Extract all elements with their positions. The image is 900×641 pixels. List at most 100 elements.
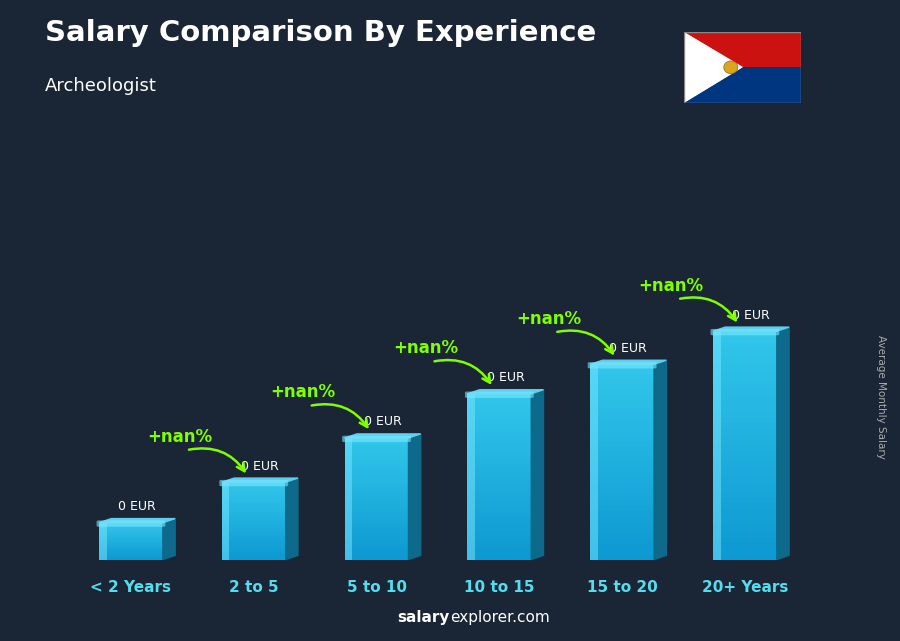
Bar [713, 399, 777, 405]
Bar [221, 524, 285, 527]
Text: Average Monthly Salary: Average Monthly Salary [877, 335, 886, 460]
Bar [590, 520, 654, 526]
Bar [590, 369, 654, 374]
Polygon shape [590, 360, 666, 364]
Text: +nan%: +nan% [270, 383, 336, 401]
Bar [713, 462, 777, 468]
Bar [345, 556, 409, 560]
Bar [590, 467, 654, 472]
Bar [221, 507, 285, 509]
Bar [345, 456, 409, 459]
Bar [221, 511, 285, 513]
Bar [467, 493, 531, 497]
Bar [713, 497, 777, 503]
Bar [221, 542, 285, 544]
FancyBboxPatch shape [465, 392, 534, 398]
Bar [221, 555, 285, 558]
Text: 0 EUR: 0 EUR [241, 460, 279, 472]
Bar [590, 496, 654, 501]
Bar [345, 501, 409, 505]
Bar [713, 417, 777, 422]
Text: +nan%: +nan% [393, 339, 458, 357]
Bar [467, 506, 531, 510]
Circle shape [724, 61, 738, 74]
Bar [467, 422, 531, 427]
Bar [345, 526, 409, 529]
Bar [99, 542, 163, 543]
Bar [345, 438, 352, 560]
Bar [713, 371, 777, 377]
Bar [713, 451, 777, 457]
Bar [590, 554, 654, 560]
Bar [99, 533, 163, 534]
Bar [467, 489, 531, 493]
Bar [713, 354, 777, 360]
Bar [99, 554, 163, 556]
Bar [467, 406, 531, 410]
Bar [99, 530, 163, 531]
Bar [345, 504, 409, 508]
Bar [221, 532, 285, 535]
Bar [590, 481, 654, 487]
Bar [345, 553, 409, 556]
Bar [467, 431, 531, 435]
Bar [467, 410, 531, 415]
Bar [221, 505, 285, 507]
Bar [590, 457, 654, 462]
Polygon shape [684, 32, 801, 67]
Bar [221, 528, 285, 531]
Bar [221, 490, 285, 492]
Bar [345, 529, 409, 532]
Bar [590, 418, 654, 423]
Bar [713, 542, 777, 548]
Bar [713, 485, 777, 491]
Bar [590, 364, 598, 560]
Bar [345, 474, 409, 478]
Bar [99, 544, 163, 545]
Bar [467, 394, 531, 398]
Bar [221, 482, 230, 560]
Bar [467, 485, 531, 489]
Bar [221, 517, 285, 519]
Bar [345, 453, 409, 456]
Bar [713, 365, 777, 371]
Bar [99, 526, 163, 528]
Bar [590, 433, 654, 438]
Bar [345, 508, 409, 511]
Bar [221, 551, 285, 554]
Bar [590, 545, 654, 550]
Bar [345, 480, 409, 483]
Bar [221, 513, 285, 515]
Bar [345, 471, 409, 474]
Bar [99, 525, 163, 526]
Bar [345, 459, 409, 462]
Bar [345, 550, 409, 553]
Text: explorer.com: explorer.com [450, 610, 550, 625]
Bar [713, 508, 777, 514]
FancyBboxPatch shape [710, 329, 779, 335]
Bar [221, 499, 285, 501]
Bar [590, 442, 654, 447]
Bar [467, 394, 475, 560]
Bar [99, 522, 107, 560]
Bar [467, 510, 531, 514]
Bar [590, 428, 654, 433]
Bar [221, 492, 285, 494]
FancyBboxPatch shape [220, 480, 288, 487]
Bar [99, 554, 163, 555]
Bar [713, 491, 777, 497]
Bar [221, 540, 285, 542]
Bar [467, 501, 531, 506]
Bar [590, 510, 654, 515]
Bar [221, 484, 285, 486]
Polygon shape [221, 478, 298, 482]
Bar [221, 545, 285, 548]
Bar [467, 419, 531, 423]
Bar [713, 428, 777, 434]
Bar [99, 535, 163, 537]
Bar [590, 447, 654, 452]
Text: 0 EUR: 0 EUR [364, 415, 401, 428]
Polygon shape [467, 390, 544, 394]
Bar [467, 513, 531, 518]
Bar [345, 499, 409, 502]
